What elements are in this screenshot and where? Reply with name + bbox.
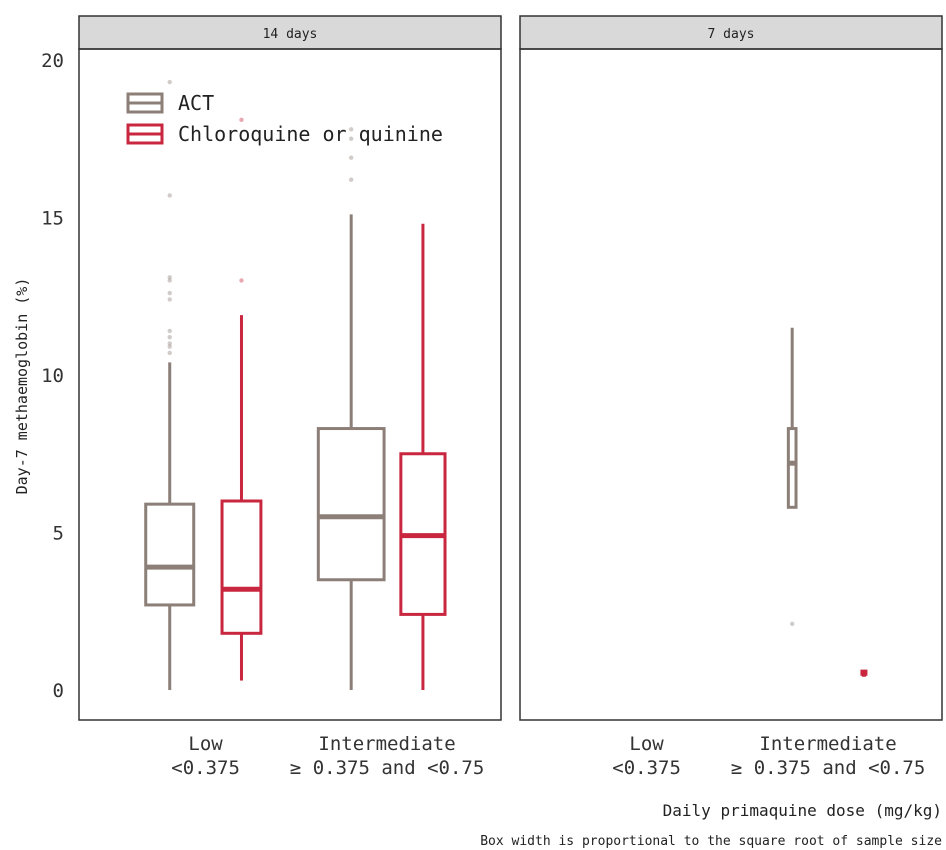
panel-frame — [78, 48, 502, 721]
outlier-point — [789, 621, 795, 627]
box-iqr — [316, 427, 386, 582]
outlier-point — [167, 193, 172, 198]
panel-frame — [519, 48, 943, 721]
box-iqr — [144, 502, 196, 607]
x-axis-title: Daily primaquine dose (mg/kg) — [663, 801, 942, 820]
facet-title: 14 days — [263, 27, 318, 42]
caption: Box width is proportional to the square … — [480, 834, 942, 849]
outlier-point — [348, 127, 354, 132]
x-tick-label: <0.375 — [171, 757, 240, 779]
outlier-point — [239, 278, 244, 283]
x-tick-label: <0.375 — [612, 757, 681, 779]
y-tick-label: 20 — [41, 50, 64, 72]
outlier-point — [167, 328, 172, 334]
outlier-point — [167, 278, 172, 283]
outlier-point — [167, 344, 172, 349]
legend-label: Chloroquine or quinine — [178, 122, 443, 146]
outlier-point — [348, 136, 354, 141]
y-tick-label: 0 — [53, 680, 64, 702]
outlier-point — [167, 290, 172, 296]
outlier-point — [167, 350, 172, 356]
x-tick-label: Intermediate — [759, 733, 896, 755]
outlier-point — [348, 155, 354, 160]
facet-strip — [78, 15, 502, 50]
outlier-point — [167, 335, 172, 340]
outlier-point — [167, 275, 172, 280]
outlier-point — [348, 177, 354, 182]
x-tick-label: ≥ 0.375 and <0.75 — [290, 757, 484, 779]
legend-label: ACT — [178, 91, 214, 115]
y-axis-title: Day-7 methaemoglobin (%) — [13, 278, 31, 495]
x-tick-label: ≥ 0.375 and <0.75 — [731, 757, 925, 779]
outlier-point — [167, 297, 172, 302]
box-iqr — [786, 427, 798, 509]
outlier-point — [239, 117, 244, 123]
outlier-point — [167, 341, 172, 346]
facet-strip — [519, 15, 943, 50]
y-tick-label: 15 — [41, 208, 64, 230]
outlier-point — [167, 79, 172, 85]
x-tick-label: Intermediate — [318, 733, 455, 755]
x-tick-label: Low — [188, 733, 223, 755]
y-tick-label: 5 — [53, 523, 64, 545]
facet-title: 7 days — [708, 27, 755, 42]
x-tick-label: Low — [629, 733, 664, 755]
y-tick-label: 10 — [41, 365, 64, 387]
box-iqr — [220, 499, 263, 635]
